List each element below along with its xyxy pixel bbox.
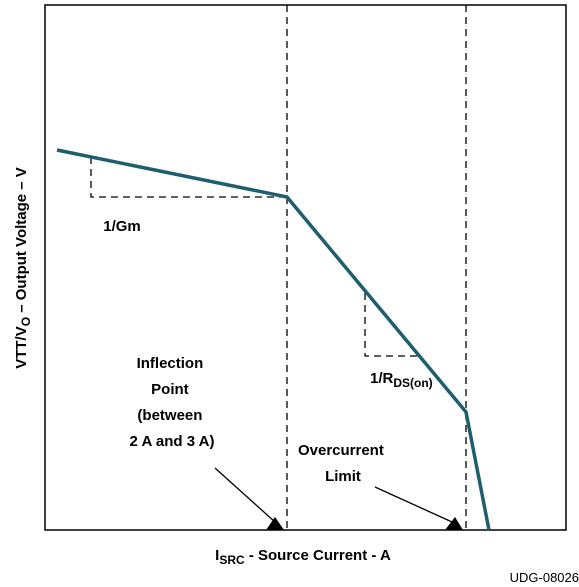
arrow [374, 486, 453, 523]
label-main: I [215, 547, 219, 564]
label-line: Overcurrent [298, 442, 384, 459]
arrow-head [266, 517, 284, 530]
label-sub: O [19, 317, 33, 326]
inflection-label: Inflection Point (between 2 A and 3 A) [129, 355, 214, 450]
label-line: Point [151, 381, 189, 398]
label-line: 2 A and 3 A) [129, 433, 214, 450]
label-line: Limit [325, 468, 361, 485]
slope-triangle [90, 157, 287, 198]
figure-id: UDG-08026 [510, 570, 579, 585]
arrow-head [445, 517, 463, 530]
label-sub: SRC [219, 553, 245, 567]
label-main: 1/R [370, 370, 394, 387]
label-line: Inflection [137, 355, 204, 372]
plot-frame [44, 4, 567, 531]
label-rest: - Source Current - A [245, 547, 391, 564]
curve [56, 148, 491, 531]
label-line: (between [137, 407, 202, 424]
x-axis-label: ISRC - Source Current - A [215, 547, 391, 567]
arrow [214, 467, 276, 523]
slope-triangle [364, 293, 418, 357]
slope-label: 1/Gm [103, 218, 141, 235]
label-main: VTT/V [13, 326, 30, 369]
y-axis-label: VTT/VO – Output Voltage – V [13, 167, 33, 369]
slope-label: 1/RDS(on) [370, 370, 433, 390]
label-sub: DS(on) [393, 376, 432, 390]
label-rest: – Output Voltage – V [13, 167, 30, 317]
overcurrent-label: Overcurrent Limit [298, 442, 388, 485]
